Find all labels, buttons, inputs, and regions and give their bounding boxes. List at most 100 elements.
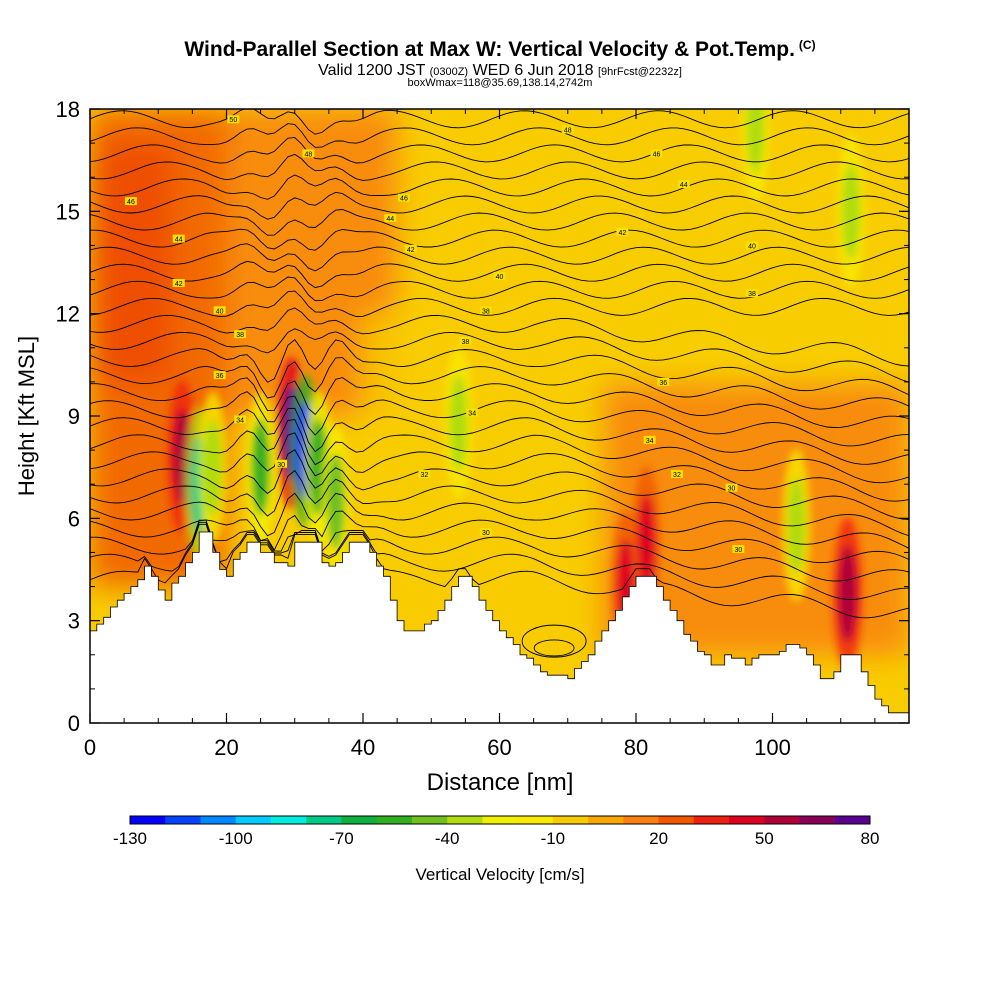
theta-label-bg <box>213 371 226 380</box>
colorbar-swatch <box>764 816 801 824</box>
theta-label-bg <box>670 469 683 478</box>
theta-label: 34 <box>468 411 476 418</box>
theta-label: 36 <box>216 373 224 380</box>
colorbar-tick-label: 80 <box>861 829 880 848</box>
x-tick-label: 40 <box>351 735 375 760</box>
y-axis-label: Height [Kft MSL] <box>14 336 39 496</box>
theta-contour <box>90 492 909 549</box>
x-tick-label: 80 <box>624 735 648 760</box>
theta-contour <box>90 174 909 200</box>
colorbar-swatch <box>447 816 483 824</box>
colorbar-tick-label: -100 <box>219 829 253 848</box>
colorbar-swatch <box>341 816 378 824</box>
theta-label-bg <box>677 180 690 189</box>
theta-contour <box>90 137 909 164</box>
theta-contour <box>90 432 909 502</box>
theta-contour <box>90 209 909 236</box>
colorbar-swatch <box>729 816 765 824</box>
theta-contour <box>90 419 909 484</box>
theta-label: 48 <box>305 151 313 158</box>
theta-label-bg <box>650 149 663 158</box>
theta-contour <box>90 290 909 318</box>
colorbar-swatch <box>165 816 201 824</box>
theta-contours: 50 48 46 46 44 44 42 42 40 40 38 38 38 36 34 34 32 30 48 46… <box>90 109 909 658</box>
theta-contour <box>90 260 909 289</box>
theta-contour <box>90 377 909 428</box>
x-tick-label: 0 <box>84 735 96 760</box>
theta-contour <box>90 123 909 148</box>
theta-label-bg <box>643 435 656 444</box>
velocity-cell <box>842 163 860 260</box>
copyright-mark: (C) <box>798 38 816 52</box>
colorbar-swatch <box>482 816 519 824</box>
theta-label-bg <box>493 272 506 281</box>
theta-label-bg <box>397 193 410 202</box>
y-tick-label: 18 <box>56 97 80 122</box>
theta-label: 30 <box>734 547 742 554</box>
colorbar-swatch <box>411 816 448 824</box>
theta-label: 30 <box>728 486 736 493</box>
colorbar-swatch <box>306 816 342 824</box>
theta-label: 38 <box>748 291 756 298</box>
colorbar-swatch <box>799 816 836 824</box>
theta-label-bg <box>302 149 315 158</box>
theta-label-bg <box>746 241 759 250</box>
velocity-cell <box>449 375 468 471</box>
theta-contour <box>90 153 909 181</box>
theta-contour <box>90 339 909 396</box>
theta-label-bg <box>172 278 185 287</box>
colorbar-swatch <box>693 816 730 824</box>
theta-contour <box>90 191 909 220</box>
colorbar-tick-label: -70 <box>329 829 354 848</box>
velocity-cell <box>326 453 345 550</box>
theta-label-bg <box>234 415 247 424</box>
theta-label: 46 <box>400 196 408 203</box>
theta-contour <box>90 228 909 251</box>
theta-label-bg <box>657 377 670 386</box>
forecast-info: [9hrFcst@2232z] <box>597 66 682 78</box>
theta-contour-closed <box>533 639 575 657</box>
colorbar-swatch <box>235 816 272 824</box>
colorbar-swatch <box>270 816 307 824</box>
theta-label-bg <box>213 306 226 315</box>
theta-label-bg <box>561 125 574 134</box>
theta-label: 30 <box>482 530 490 537</box>
theta-label-bg <box>227 115 240 124</box>
valid-time: Valid 1200 JST (0300Z) WED 6 Jun 2018 [9… <box>0 62 1000 80</box>
colorbar-swatch <box>552 816 589 824</box>
theta-label-bg <box>234 330 247 339</box>
colorbar-swatch <box>376 816 413 824</box>
theta-contour <box>90 391 909 447</box>
valid-utc: (0300Z) <box>429 66 469 78</box>
colorbar-tick-label: 20 <box>649 829 668 848</box>
theta-label: 38 <box>482 308 490 315</box>
theta-label: 40 <box>748 243 756 250</box>
theta-label: 40 <box>216 308 224 315</box>
colorbar-swatch <box>588 816 624 824</box>
theta-label-bg <box>172 234 185 243</box>
theta-label-bg <box>466 408 479 417</box>
theta-label-bg <box>459 336 472 345</box>
theta-contour <box>90 276 909 302</box>
theta-label-bg <box>725 483 738 492</box>
theta-label: 34 <box>236 417 244 424</box>
theta-label: 38 <box>236 332 244 339</box>
plot-area: 50 48 46 46 44 44 42 42 40 40 38 38 38 36 34 34 32 30 48 46… <box>90 109 909 723</box>
colorbar-tick-label: -40 <box>435 829 460 848</box>
theta-label: 42 <box>175 281 183 288</box>
colorbar-tick-label: -130 <box>113 829 147 848</box>
theta-contour <box>90 519 909 582</box>
theta-label-bg <box>732 545 745 554</box>
colorbar-swatch <box>658 816 695 824</box>
colorbar-swatch <box>623 816 660 824</box>
terrain <box>90 531 909 723</box>
colorbar-swatch <box>130 816 166 824</box>
theta-label-bg <box>124 197 137 206</box>
theta-label: 44 <box>175 237 183 244</box>
velocity-cell <box>746 109 765 174</box>
theta-label: 46 <box>653 151 661 158</box>
theta-label-bg <box>404 244 417 253</box>
theta-label: 32 <box>421 472 429 479</box>
